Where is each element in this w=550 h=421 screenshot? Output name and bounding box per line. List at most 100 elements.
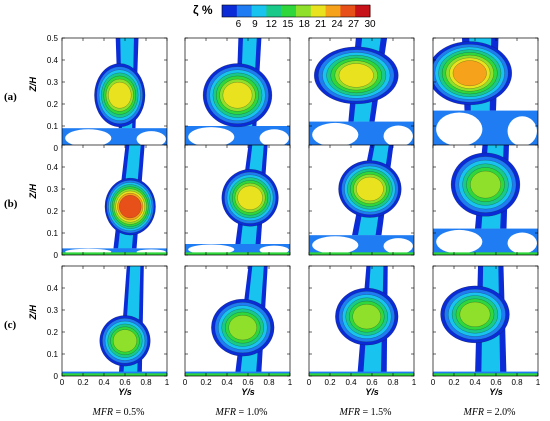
contour-panel: 0 0.2 0.4 0.6 0.8 1 Y/s xyxy=(183,265,293,397)
x-axis-label: Y/s xyxy=(489,387,503,397)
wall-strip xyxy=(309,373,414,376)
panel-grid: 00.10.20.30.40.5Z/H00.10.20.30.4Z/H00.10… xyxy=(28,34,541,397)
contour-field xyxy=(309,266,414,376)
colorbar-swatch xyxy=(325,5,341,17)
wall-strip xyxy=(62,373,167,376)
y-tick-label: 0.1 xyxy=(47,122,59,131)
y-tick-label: 0.4 xyxy=(47,56,59,65)
row-label: (a) xyxy=(4,91,17,103)
contour-panel xyxy=(184,37,291,149)
contour-panel xyxy=(308,144,415,256)
x-tick-label: 1 xyxy=(536,378,541,387)
wall-strip xyxy=(62,252,167,255)
contour-field xyxy=(62,266,167,376)
x-axis-label: Y/s xyxy=(241,387,255,397)
colorbar-swatch xyxy=(281,5,297,17)
x-tick-label: 0 xyxy=(431,378,436,387)
wake-void xyxy=(507,116,537,147)
y-tick-label: 0 xyxy=(54,144,59,153)
wall-strip xyxy=(185,252,290,255)
x-tick-label: 0.2 xyxy=(448,378,460,387)
contour-level xyxy=(459,301,491,327)
column-caption: MFR = 1.0% xyxy=(214,407,267,418)
panel-frame xyxy=(61,265,168,377)
colorbar-tick-label: 15 xyxy=(282,19,294,30)
y-tick-label: 0.4 xyxy=(47,163,59,172)
panel-frame xyxy=(308,144,415,256)
wake-void xyxy=(383,238,413,255)
colorbar-swatch xyxy=(310,5,327,17)
contour-field xyxy=(433,266,538,376)
wake-void xyxy=(436,112,483,147)
row-label: (c) xyxy=(4,319,17,331)
contour-field xyxy=(185,38,290,148)
x-tick-label: 0.8 xyxy=(140,378,152,387)
x-tick-label: 0.6 xyxy=(119,378,131,387)
x-tick-label: 0 xyxy=(307,378,312,387)
y-tick-label: 0.2 xyxy=(47,328,59,337)
contour-level xyxy=(119,195,142,219)
contour-level xyxy=(108,81,132,109)
wake-void xyxy=(259,129,289,147)
x-tick-label: 0.6 xyxy=(366,378,378,387)
panel-frame xyxy=(184,144,291,256)
colorbar-tick-label: 24 xyxy=(332,19,344,30)
contour-level xyxy=(228,315,258,341)
x-tick-label: 0.4 xyxy=(98,378,110,387)
wake-void xyxy=(259,245,289,255)
x-tick-label: 0.2 xyxy=(77,378,89,387)
x-axis-label: Y/s xyxy=(365,387,379,397)
x-tick-label: 1 xyxy=(165,378,170,387)
caption-variable: MFR xyxy=(91,407,113,418)
column-caption: MFR = 1.5% xyxy=(338,407,391,418)
wake-void xyxy=(65,129,112,148)
colorbar-tick-label: 9 xyxy=(252,19,258,30)
x-tick-label: 0.6 xyxy=(490,378,502,387)
caption-value: = 1.0% xyxy=(236,407,267,418)
contour-level xyxy=(356,176,384,202)
x-tick-label: 0.4 xyxy=(345,378,357,387)
x-tick-label: 0.4 xyxy=(221,378,233,387)
contour-field xyxy=(62,145,167,255)
wall-band xyxy=(62,248,167,255)
colorbar-swatch xyxy=(222,5,238,17)
row-labels: (a) (b) (c) xyxy=(4,91,18,331)
colorbar-frame xyxy=(221,4,371,18)
caption-value: = 1.5% xyxy=(360,407,391,418)
x-axis-label: Y/s xyxy=(118,387,132,397)
contour-level xyxy=(470,170,501,199)
y-axis-label: Z/H xyxy=(28,304,38,320)
caption-variable: MFR xyxy=(214,407,236,418)
y-tick-label: 0.2 xyxy=(47,100,59,109)
caption-variable: MFR xyxy=(338,407,360,418)
contour-field xyxy=(62,38,167,148)
wake-void xyxy=(136,131,166,148)
colorbar-swatch xyxy=(340,5,356,17)
wall-band xyxy=(185,244,290,255)
panel-frame xyxy=(308,265,415,377)
wake-void xyxy=(383,125,413,147)
x-tick-label: 0.2 xyxy=(324,378,336,387)
wake-void xyxy=(507,232,537,254)
wake-void xyxy=(188,244,235,255)
contour-field xyxy=(433,38,538,148)
contour-field xyxy=(185,145,290,255)
contour-field xyxy=(309,145,414,255)
y-axis-label: Z/H xyxy=(28,183,38,199)
y-tick-label: 0.4 xyxy=(47,284,59,293)
wall-strip xyxy=(309,252,414,255)
x-tick-label: 0.8 xyxy=(387,378,399,387)
x-tick-label: 0.2 xyxy=(200,378,212,387)
colorbar-swatch xyxy=(266,5,282,17)
x-tick-label: 0.4 xyxy=(469,378,481,387)
contour-level xyxy=(338,63,374,88)
panel-frame xyxy=(61,144,168,256)
colorbar-tick-label: 21 xyxy=(315,19,327,30)
contour-panel xyxy=(432,37,539,149)
contour-level xyxy=(222,81,253,109)
contour-panel: 0 0.2 0.4 0.6 0.8 1 Y/s xyxy=(307,265,417,397)
contour-panel xyxy=(432,144,539,256)
panel-frame xyxy=(432,265,539,377)
wake-void xyxy=(188,127,235,147)
y-tick-label: 0.3 xyxy=(47,78,59,87)
